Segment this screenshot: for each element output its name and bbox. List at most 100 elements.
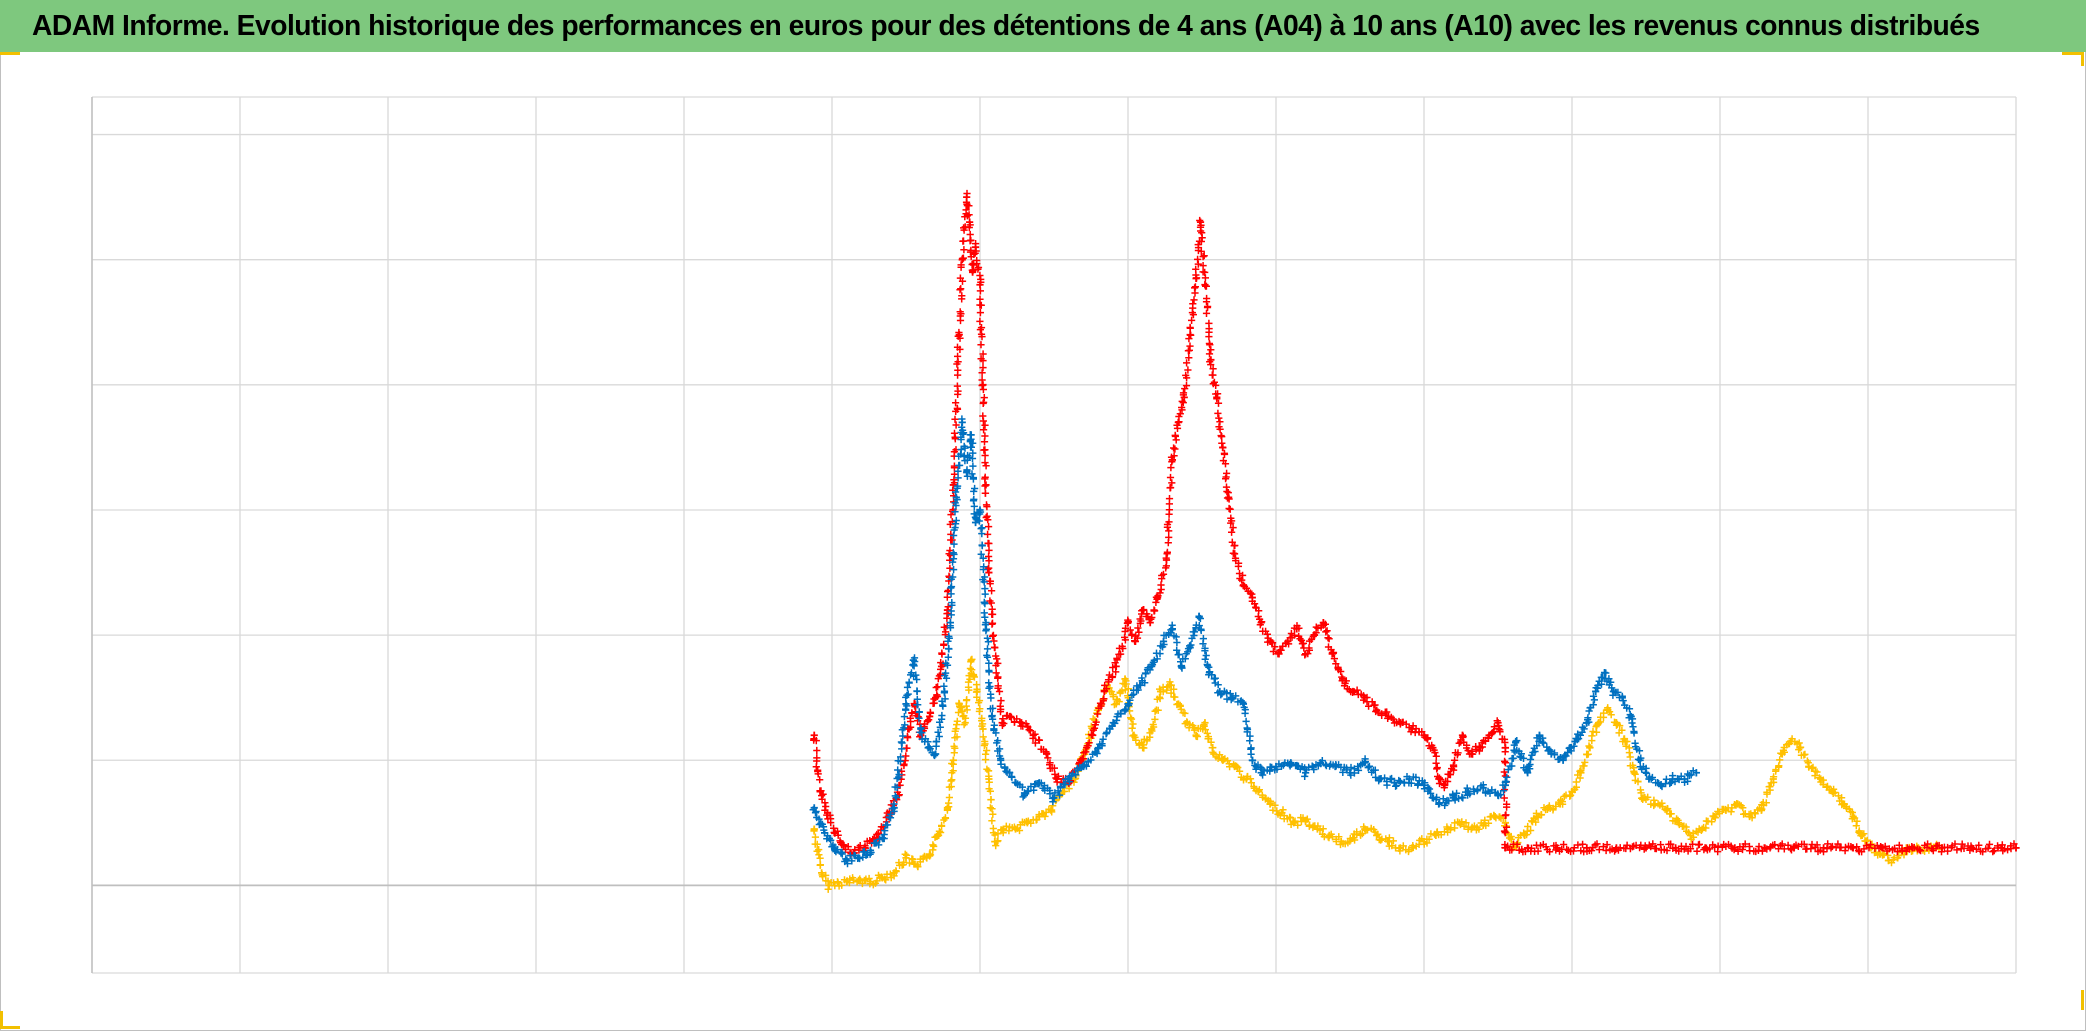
- data-point: [1479, 784, 1487, 792]
- data-point: [1376, 775, 1384, 783]
- data-point: [1230, 762, 1239, 771]
- data-point: [1210, 750, 1218, 758]
- data-point: [843, 856, 851, 864]
- data-point: [969, 268, 977, 276]
- data-point: [1136, 681, 1144, 689]
- data-point: [1405, 775, 1413, 783]
- data-point: [1159, 637, 1168, 645]
- data-point: [991, 644, 999, 652]
- data-point: [961, 719, 969, 727]
- data-point: [985, 775, 993, 783]
- data-point: [952, 493, 960, 502]
- data-point: [1043, 750, 1051, 758]
- data-point: [955, 331, 963, 339]
- data-point: [1455, 819, 1464, 827]
- data-point: [1636, 756, 1644, 764]
- data-point: [1894, 854, 1902, 862]
- series-2-points: [810, 655, 1946, 893]
- data-point: [1192, 731, 1200, 739]
- data-point: [1302, 650, 1310, 658]
- data-point: [1731, 844, 1739, 852]
- data-point: [1524, 769, 1532, 777]
- data-point: [1547, 750, 1555, 758]
- data-point: [985, 568, 993, 577]
- data-point: [1228, 694, 1236, 702]
- data-point: [958, 256, 966, 264]
- data-point: [1701, 844, 1709, 852]
- data-point: [1017, 719, 1026, 727]
- data-point: [998, 719, 1006, 727]
- data-point: [1000, 825, 1008, 833]
- data-point: [1642, 844, 1650, 852]
- title-bar: ADAM Informe. Evolution historique des p…: [0, 0, 2086, 52]
- data-point: [1121, 675, 1129, 683]
- data-point: [1524, 844, 1532, 852]
- data-point: [1094, 744, 1102, 752]
- data-point: [1630, 769, 1638, 777]
- data-point: [1734, 800, 1742, 808]
- data-point: [1248, 593, 1256, 602]
- data-point: [976, 506, 984, 514]
- data-point: [1396, 719, 1404, 727]
- data-point: [1583, 844, 1591, 852]
- data-point: [1384, 712, 1393, 721]
- data-point: [934, 831, 943, 839]
- data-points: [809, 189, 2020, 893]
- data-point: [943, 606, 952, 614]
- data-point: [1272, 762, 1280, 771]
- data-point: [810, 804, 818, 812]
- data-point: [1553, 844, 1561, 852]
- data-point: [937, 662, 946, 670]
- data-point: [1501, 781, 1509, 789]
- data-point: [1124, 700, 1132, 708]
- data-point: [1029, 731, 1037, 739]
- data-point: [1302, 769, 1310, 777]
- data-point: [1491, 812, 1499, 821]
- data-point: [1287, 759, 1295, 767]
- data-point: [1313, 825, 1322, 833]
- data-point: [1361, 694, 1369, 702]
- data-point: [1908, 844, 1916, 852]
- data-point: [1444, 825, 1452, 833]
- data-point: [1627, 712, 1635, 721]
- data-point: [855, 854, 863, 862]
- data-point: [1124, 619, 1132, 627]
- data-point: [1657, 781, 1665, 789]
- data-point: [1339, 675, 1347, 683]
- data-point: [2012, 844, 2020, 852]
- data-point: [1242, 775, 1250, 783]
- data-point: [1257, 619, 1265, 627]
- data-point: [967, 431, 975, 439]
- data-point: [1077, 756, 1085, 764]
- data-point: [1168, 625, 1176, 633]
- corner-mark-bottom-left: [0, 1026, 20, 1029]
- data-point: [982, 481, 990, 489]
- data-point: [1817, 775, 1825, 783]
- data-point: [1011, 825, 1020, 833]
- data-point: [1686, 831, 1694, 839]
- data-point: [1778, 750, 1786, 758]
- data-point: [1501, 744, 1509, 752]
- data-point: [943, 804, 952, 812]
- data-point: [1796, 744, 1804, 752]
- data-point: [1639, 794, 1647, 802]
- data-point: [1139, 606, 1147, 614]
- data-point: [1532, 812, 1541, 821]
- data-point: [1435, 775, 1443, 783]
- data-point: [1698, 825, 1706, 833]
- data-point: [1849, 844, 1857, 852]
- data-point: [1968, 844, 1976, 852]
- data-point: [1216, 687, 1224, 696]
- data-point: [855, 876, 863, 884]
- data-point: [1257, 769, 1265, 777]
- data-point: [1047, 806, 1055, 814]
- data-point: [1820, 844, 1828, 852]
- data-point: [1020, 791, 1028, 799]
- data-point: [902, 854, 910, 862]
- data-point: [816, 787, 824, 796]
- data-point: [1131, 637, 1139, 645]
- data-point: [1450, 794, 1458, 802]
- data-point: [1390, 779, 1398, 787]
- data-point: [1521, 831, 1529, 839]
- data-point: [1790, 844, 1798, 852]
